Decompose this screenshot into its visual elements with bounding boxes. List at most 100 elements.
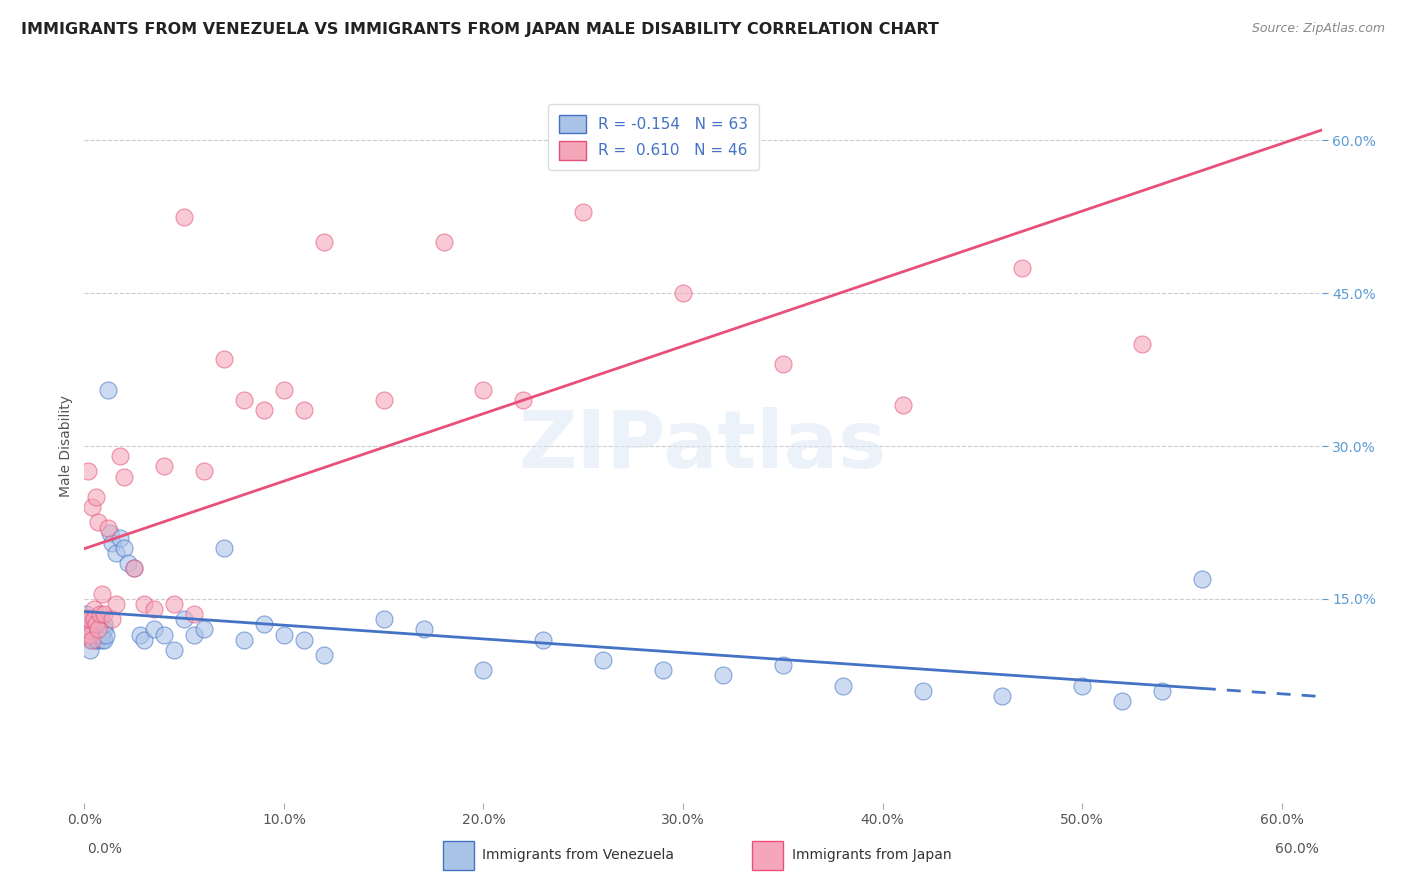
Point <box>891 398 914 412</box>
Point <box>86 617 108 632</box>
Point <box>122 561 145 575</box>
Point <box>432 235 454 249</box>
Text: Immigrants from Japan: Immigrants from Japan <box>792 848 952 863</box>
Point <box>77 612 100 626</box>
Point <box>143 602 166 616</box>
Text: IMMIGRANTS FROM VENEZUELA VS IMMIGRANTS FROM JAPAN MALE DISABILITY CORRELATION C: IMMIGRANTS FROM VENEZUELA VS IMMIGRANTS … <box>21 22 939 37</box>
Point <box>117 556 139 570</box>
Point <box>83 627 105 641</box>
Point <box>82 623 104 637</box>
Bar <box>443 841 474 870</box>
Point <box>911 683 934 698</box>
Text: 0.0%: 0.0% <box>87 842 122 856</box>
Point <box>98 525 121 540</box>
Point <box>122 561 145 575</box>
Point <box>77 623 100 637</box>
Point <box>87 632 110 647</box>
Point <box>75 627 97 641</box>
Point <box>93 607 115 622</box>
Bar <box>752 841 783 870</box>
Point <box>711 668 734 682</box>
Point <box>86 632 108 647</box>
Point <box>101 612 124 626</box>
Point <box>87 623 110 637</box>
Point <box>75 612 97 626</box>
Point <box>97 383 120 397</box>
Point <box>86 617 108 632</box>
Point <box>253 617 276 632</box>
Point <box>89 607 111 622</box>
Point <box>143 623 166 637</box>
Point <box>87 623 110 637</box>
Point <box>312 235 335 249</box>
Point <box>86 490 108 504</box>
Point <box>212 541 235 555</box>
Point <box>273 383 295 397</box>
Point <box>110 531 132 545</box>
Point <box>1011 260 1033 275</box>
Point <box>82 627 104 641</box>
Point <box>153 459 176 474</box>
Point <box>253 403 276 417</box>
Point <box>1111 694 1133 708</box>
Text: Source: ZipAtlas.com: Source: ZipAtlas.com <box>1251 22 1385 36</box>
Point <box>472 663 495 677</box>
Point <box>831 679 853 693</box>
Point <box>86 623 108 637</box>
Point <box>112 541 135 555</box>
Point <box>79 612 101 626</box>
Point <box>652 663 675 677</box>
Point <box>991 689 1014 703</box>
Point <box>292 403 315 417</box>
Text: 60.0%: 60.0% <box>1275 842 1319 856</box>
Point <box>79 617 101 632</box>
Point <box>412 623 434 637</box>
Point <box>93 623 115 637</box>
Point <box>75 623 97 637</box>
Point <box>77 465 100 479</box>
Point <box>193 623 215 637</box>
Point <box>212 352 235 367</box>
Point <box>273 627 295 641</box>
Point <box>233 632 256 647</box>
Y-axis label: Male Disability: Male Disability <box>59 395 73 497</box>
Text: Immigrants from Venezuela: Immigrants from Venezuela <box>482 848 675 863</box>
Point <box>163 643 186 657</box>
Point <box>672 286 695 301</box>
Point <box>82 500 104 515</box>
Point <box>82 632 104 647</box>
Point <box>105 546 128 560</box>
Point <box>134 597 156 611</box>
Point <box>79 627 101 641</box>
Point <box>173 210 195 224</box>
Point <box>79 632 101 647</box>
Point <box>89 623 111 637</box>
Point <box>572 204 595 219</box>
Point <box>89 627 111 641</box>
Point <box>531 632 554 647</box>
Point <box>89 617 111 632</box>
Point <box>183 627 205 641</box>
Point <box>87 516 110 530</box>
Point <box>373 393 395 408</box>
Point <box>83 612 105 626</box>
Point <box>1071 679 1094 693</box>
Point <box>472 383 495 397</box>
Point <box>153 627 176 641</box>
Point <box>193 465 215 479</box>
Point <box>772 658 794 673</box>
Point <box>79 643 101 657</box>
Point <box>93 632 115 647</box>
Point <box>83 602 105 616</box>
Point <box>183 607 205 622</box>
Point <box>83 612 105 626</box>
Point <box>112 469 135 483</box>
Point <box>97 520 120 534</box>
Point <box>312 648 335 662</box>
Legend: R = -0.154   N = 63, R =  0.610   N = 46: R = -0.154 N = 63, R = 0.610 N = 46 <box>548 104 759 170</box>
Point <box>1191 572 1213 586</box>
Point <box>91 627 114 641</box>
Point <box>87 627 110 641</box>
Point <box>512 393 534 408</box>
Point <box>1150 683 1173 698</box>
